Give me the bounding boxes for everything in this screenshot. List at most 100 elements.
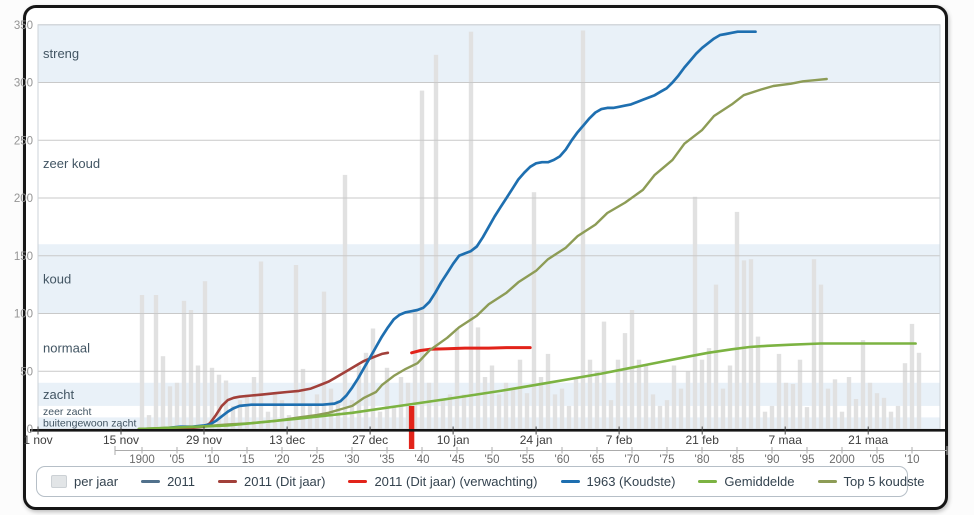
year-tick-label: '65 [590,454,605,466]
year-tick-label: '15 [240,454,255,466]
year-bar [636,359,642,429]
year-bar [328,388,334,429]
year-bar [629,310,635,429]
series-2011-dit-jaar[interactable] [137,351,390,431]
y-tick-label: 350 [14,20,33,32]
year-axis: 1900 '05 '10 '15 '20 '25 '30 '35 '40 '45 '50 '55 '60… [114,446,948,466]
year-bar [139,295,145,429]
series-2011-verwachting[interactable] [410,346,532,355]
band-label: zeer koud [43,156,100,171]
year-bar [195,365,201,429]
year-tick-label: '35 [380,454,395,466]
year-bar [384,367,390,429]
year-tick-label: '30 [345,454,360,466]
year-bar [818,284,824,429]
legend-item-per-jaar[interactable]: per jaar [51,474,118,489]
per-year-bars[interactable] [139,30,922,430]
legend-item-2011-verwachting[interactable]: 2011 (Dit jaar) (verwachting) [348,474,538,489]
year-bar [153,295,159,429]
year-bar [902,363,908,429]
legend-item-2011-dit-jaar[interactable]: 2011 (Dit jaar) [218,474,325,489]
year-bar [783,382,789,429]
year-bar [657,405,663,429]
year-bar [300,368,306,429]
year-tick-label: 2000 [829,454,855,466]
legend-item-1963-koudste[interactable]: 1963 (Koudste) [560,474,676,489]
year-bar [244,394,250,429]
y-tick-label: 0 [27,424,33,436]
year-tick-label: '70 [625,454,640,466]
date-tick-label: 21 maa [848,433,888,447]
year-bar [720,388,726,429]
date-tick-label: 7 feb [606,433,633,447]
date-tick-label: 10 jan [437,433,470,447]
year-bar [804,407,810,429]
legend-item-gemiddelde[interactable]: Gemiddelde [698,474,795,489]
band-label: zeer zacht [43,406,92,418]
line-swatch-icon [560,480,580,483]
year-bar [237,400,243,429]
year-bar [853,399,859,429]
year-bar [552,394,558,429]
year-tick-label: '25 [310,454,325,466]
year-bar [146,415,152,429]
year-bar [272,394,278,429]
year-bar [713,284,719,429]
legend-item-label: 2011 (Dit jaar) [244,474,326,489]
year-bar [426,382,432,429]
year-bar [349,400,355,429]
year-tick-label: '10 [205,454,220,466]
year-bar [419,90,425,429]
legend-item-2011[interactable]: 2011 [141,474,195,489]
year-bar [699,359,705,429]
year-bar [601,321,607,429]
year-tick-label: '60 [555,454,570,466]
year-bar [769,405,775,429]
year-bar [685,371,691,430]
year-bar [874,393,880,429]
year-bar [678,388,684,429]
year-bar [223,380,229,429]
year-bar [566,405,572,429]
today-marker [408,406,415,449]
year-bar [727,365,733,429]
band-label: streng [43,46,79,61]
year-tick-label: '40 [415,454,430,466]
date-tick-label: 21 feb [686,433,720,447]
legend-item-label: 1963 (Koudste) [586,474,676,489]
year-bar [468,31,474,429]
year-bar [314,394,320,429]
legend-item-label: per jaar [74,474,119,489]
year-tick-label: '50 [485,454,500,466]
year-bar [748,259,754,429]
year-bar [356,365,362,429]
series-top-5-koudste[interactable] [137,77,828,431]
year-bar [160,356,166,429]
legend-item-top-5-koudste[interactable]: Top 5 koudste [817,474,925,489]
year-bar [643,365,649,429]
year-bar [755,336,761,429]
legend-item-label: 2011 [167,474,196,489]
year-bar [188,310,194,429]
series-1963-koudste[interactable] [155,30,757,431]
year-bar [209,367,215,429]
year-bar [545,353,551,429]
y-tick-label: 250 [14,135,33,147]
year-bar [776,353,782,429]
year-bar [594,371,600,430]
year-bar [454,328,460,429]
date-tick-label: 24 jan [520,433,553,447]
year-bar [538,377,544,429]
line-swatch-icon [817,480,837,483]
series-gemiddelde[interactable] [137,342,917,431]
year-bar [580,30,586,429]
year-bar [377,411,383,429]
y-tick-label: 200 [14,193,33,205]
year-bar [832,379,838,429]
year-bar [587,359,593,429]
year-tick-label: '90 [765,454,780,466]
year-tick-label: '85 [730,454,745,466]
bar-swatch-icon [51,475,67,488]
legend-item-label: Top 5 koudste [843,474,925,489]
